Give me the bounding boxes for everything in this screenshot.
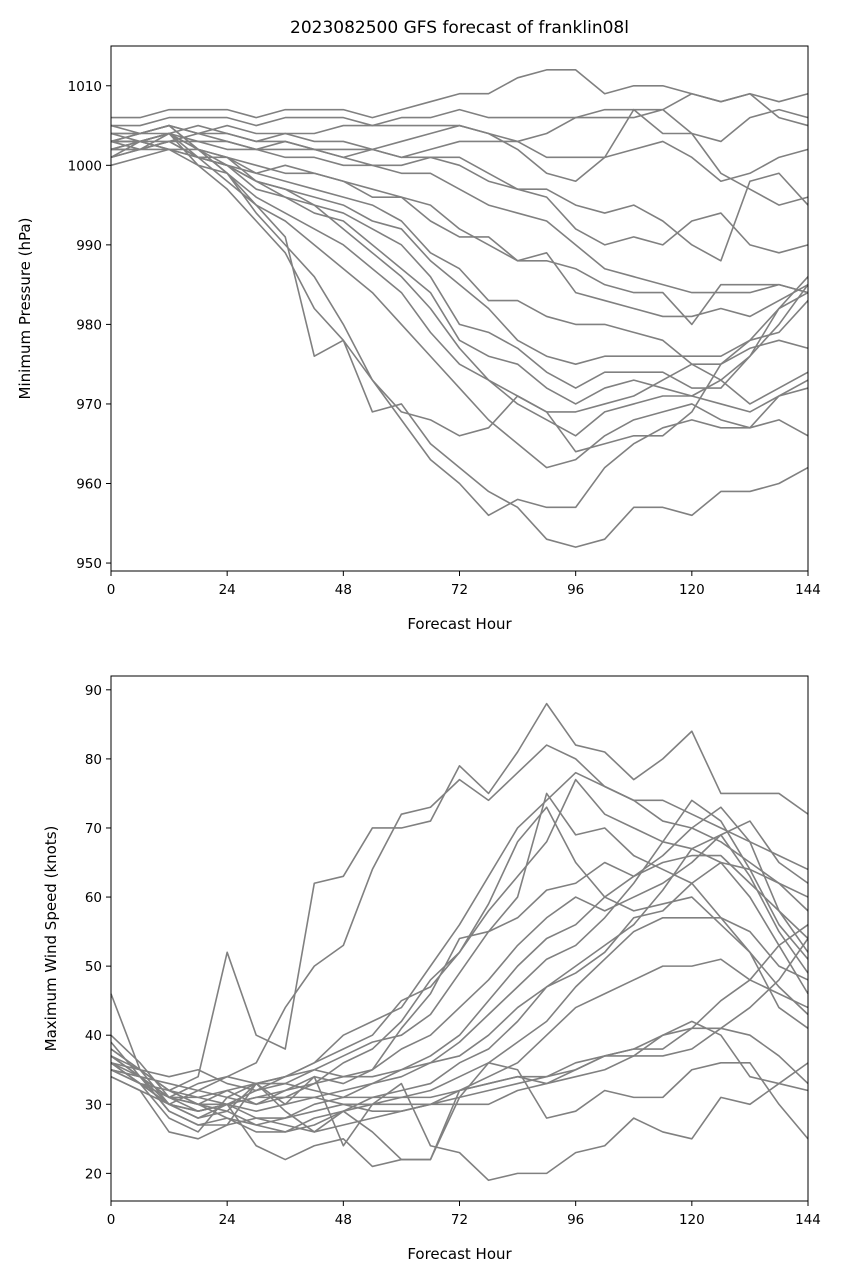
wind-series-line-3	[110, 771, 809, 1092]
pressure-plot-area	[110, 45, 809, 572]
pressure-y-tick-label: 990	[76, 238, 102, 254]
wind-y-ticks: 20 30 40 50 60 70 80 90	[85, 683, 111, 1182]
pressure-series-line-11	[110, 148, 809, 365]
pressure-x-tick-label: 48	[335, 582, 352, 598]
pressure-x-tick-label: 72	[451, 582, 468, 598]
pressure-series-line-17	[111, 140, 809, 469]
pressure-chart: 2023082500 GFS forecast of franklin08l 0…	[16, 18, 821, 633]
wind-series-line-18	[110, 1062, 809, 1168]
pressure-series-line-20	[110, 132, 809, 453]
wind-series-line-2	[110, 744, 809, 1099]
wind-y-tick-label: 90	[85, 683, 102, 699]
wind-speed-chart: 0 24 48 72 96 120 144 20 30 40 50 60 70 80 90 Forecas…	[42, 675, 821, 1263]
wind-y-axis-label: Maximum Wind Speed (knots)	[42, 826, 60, 1052]
wind-x-ticks: 0 24 48 72 96 120 144	[107, 1201, 821, 1228]
wind-x-axis-label: Forecast Hour	[407, 1245, 512, 1263]
wind-x-tick-label: 48	[335, 1212, 352, 1228]
wind-x-tick-label: 144	[795, 1212, 821, 1228]
pressure-series-line-7	[110, 132, 809, 254]
pressure-x-axis-label: Forecast Hour	[407, 615, 512, 633]
pressure-series-line-8	[110, 140, 809, 294]
wind-y-tick-label: 30	[85, 1097, 102, 1113]
wind-y-tick-label: 70	[85, 821, 102, 837]
wind-x-tick-label: 120	[679, 1212, 705, 1228]
wind-series-line-8	[110, 820, 809, 1133]
wind-y-tick-label: 50	[85, 959, 102, 975]
wind-series-line-19	[110, 1062, 809, 1182]
pressure-y-ticks: 950 960 970 980 990 1000 1010	[68, 79, 111, 572]
pressure-y-tick-label: 980	[76, 317, 102, 333]
pressure-y-tick-label: 970	[76, 397, 102, 413]
wind-y-tick-label: 40	[85, 1028, 102, 1044]
wind-series-line-15	[110, 924, 809, 1099]
wind-series-line-13	[110, 916, 809, 1133]
wind-x-tick-label: 24	[219, 1212, 236, 1228]
pressure-x-tick-label: 144	[795, 582, 821, 598]
pressure-series-lines	[110, 69, 809, 548]
wind-x-tick-label: 96	[567, 1212, 584, 1228]
pressure-series-line-10	[111, 140, 809, 326]
wind-series-line-14	[110, 958, 809, 1133]
pressure-series-line-19	[110, 132, 809, 548]
wind-x-tick-label: 0	[107, 1212, 116, 1228]
wind-series-line-7	[110, 854, 809, 1106]
wind-series-line-1	[110, 702, 809, 1092]
pressure-x-tick-label: 120	[679, 582, 705, 598]
wind-series-line-10	[110, 799, 809, 1112]
pressure-y-tick-label: 1010	[68, 79, 102, 95]
pressure-x-tick-label: 96	[567, 582, 584, 598]
pressure-y-tick-label: 1000	[68, 158, 102, 174]
wind-series-lines	[110, 702, 809, 1182]
wind-series-line-20	[110, 1020, 809, 1161]
wind-y-tick-label: 80	[85, 752, 102, 768]
pressure-series-line-18	[110, 124, 809, 517]
pressure-y-tick-label: 950	[76, 556, 102, 572]
pressure-y-tick-label: 960	[76, 477, 102, 493]
pressure-y-axis-label: Minimum Pressure (hPa)	[16, 218, 34, 400]
pressure-x-tick-label: 0	[107, 582, 116, 598]
wind-plot-area	[110, 675, 809, 1202]
pressure-x-tick-label: 24	[219, 582, 236, 598]
pressure-series-line-15	[111, 124, 809, 413]
chart-title: 2023082500 GFS forecast of franklin08l	[290, 18, 629, 38]
wind-y-tick-label: 60	[85, 890, 102, 906]
pressure-x-ticks: 0 24 48 72 96 120 144	[107, 571, 821, 598]
pressure-series-line-12	[110, 148, 809, 365]
wind-x-tick-label: 72	[451, 1212, 468, 1228]
pressure-series-line-5	[110, 108, 809, 206]
pressure-series-line-2	[111, 92, 809, 127]
wind-y-tick-label: 20	[85, 1166, 102, 1182]
